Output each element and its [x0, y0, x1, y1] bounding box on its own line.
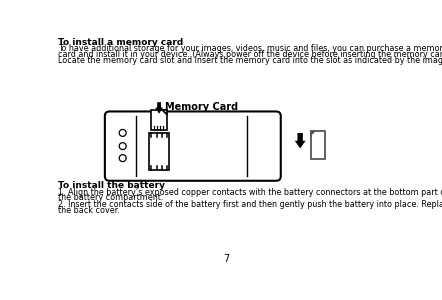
Text: 2. Insert the contacts side of the battery first and then gently push the batter: 2. Insert the contacts side of the batte…: [58, 200, 442, 209]
Bar: [149, 133, 169, 170]
Text: 7: 7: [223, 254, 230, 264]
FancyBboxPatch shape: [105, 112, 281, 181]
Text: To install the battery: To install the battery: [58, 181, 165, 190]
Polygon shape: [155, 102, 163, 114]
Bar: [311, 131, 325, 159]
Text: To have additional storage for your images, videos, music and files, you can pur: To have additional storage for your imag…: [58, 44, 442, 53]
Text: the battery compartment.: the battery compartment.: [58, 194, 164, 202]
Text: Locate the memory card slot and Insert the memory card into the slot as indicate: Locate the memory card slot and Insert t…: [58, 56, 442, 65]
Text: 1. Align the battery’s exposed copper contacts with the battery connectors at th: 1. Align the battery’s exposed copper co…: [58, 188, 442, 197]
Text: To install a memory card: To install a memory card: [58, 38, 183, 46]
Text: Memory Card: Memory Card: [164, 102, 238, 112]
Bar: [151, 110, 167, 130]
Circle shape: [119, 129, 126, 137]
Polygon shape: [295, 133, 305, 148]
Polygon shape: [162, 110, 167, 115]
Text: card and install it in your device. (Always power off the device before insertin: card and install it in your device. (Alw…: [58, 50, 442, 59]
Bar: [151, 116, 167, 176]
Circle shape: [119, 142, 126, 150]
Text: the back cover.: the back cover.: [58, 206, 120, 215]
Circle shape: [119, 155, 126, 162]
Polygon shape: [311, 131, 314, 135]
